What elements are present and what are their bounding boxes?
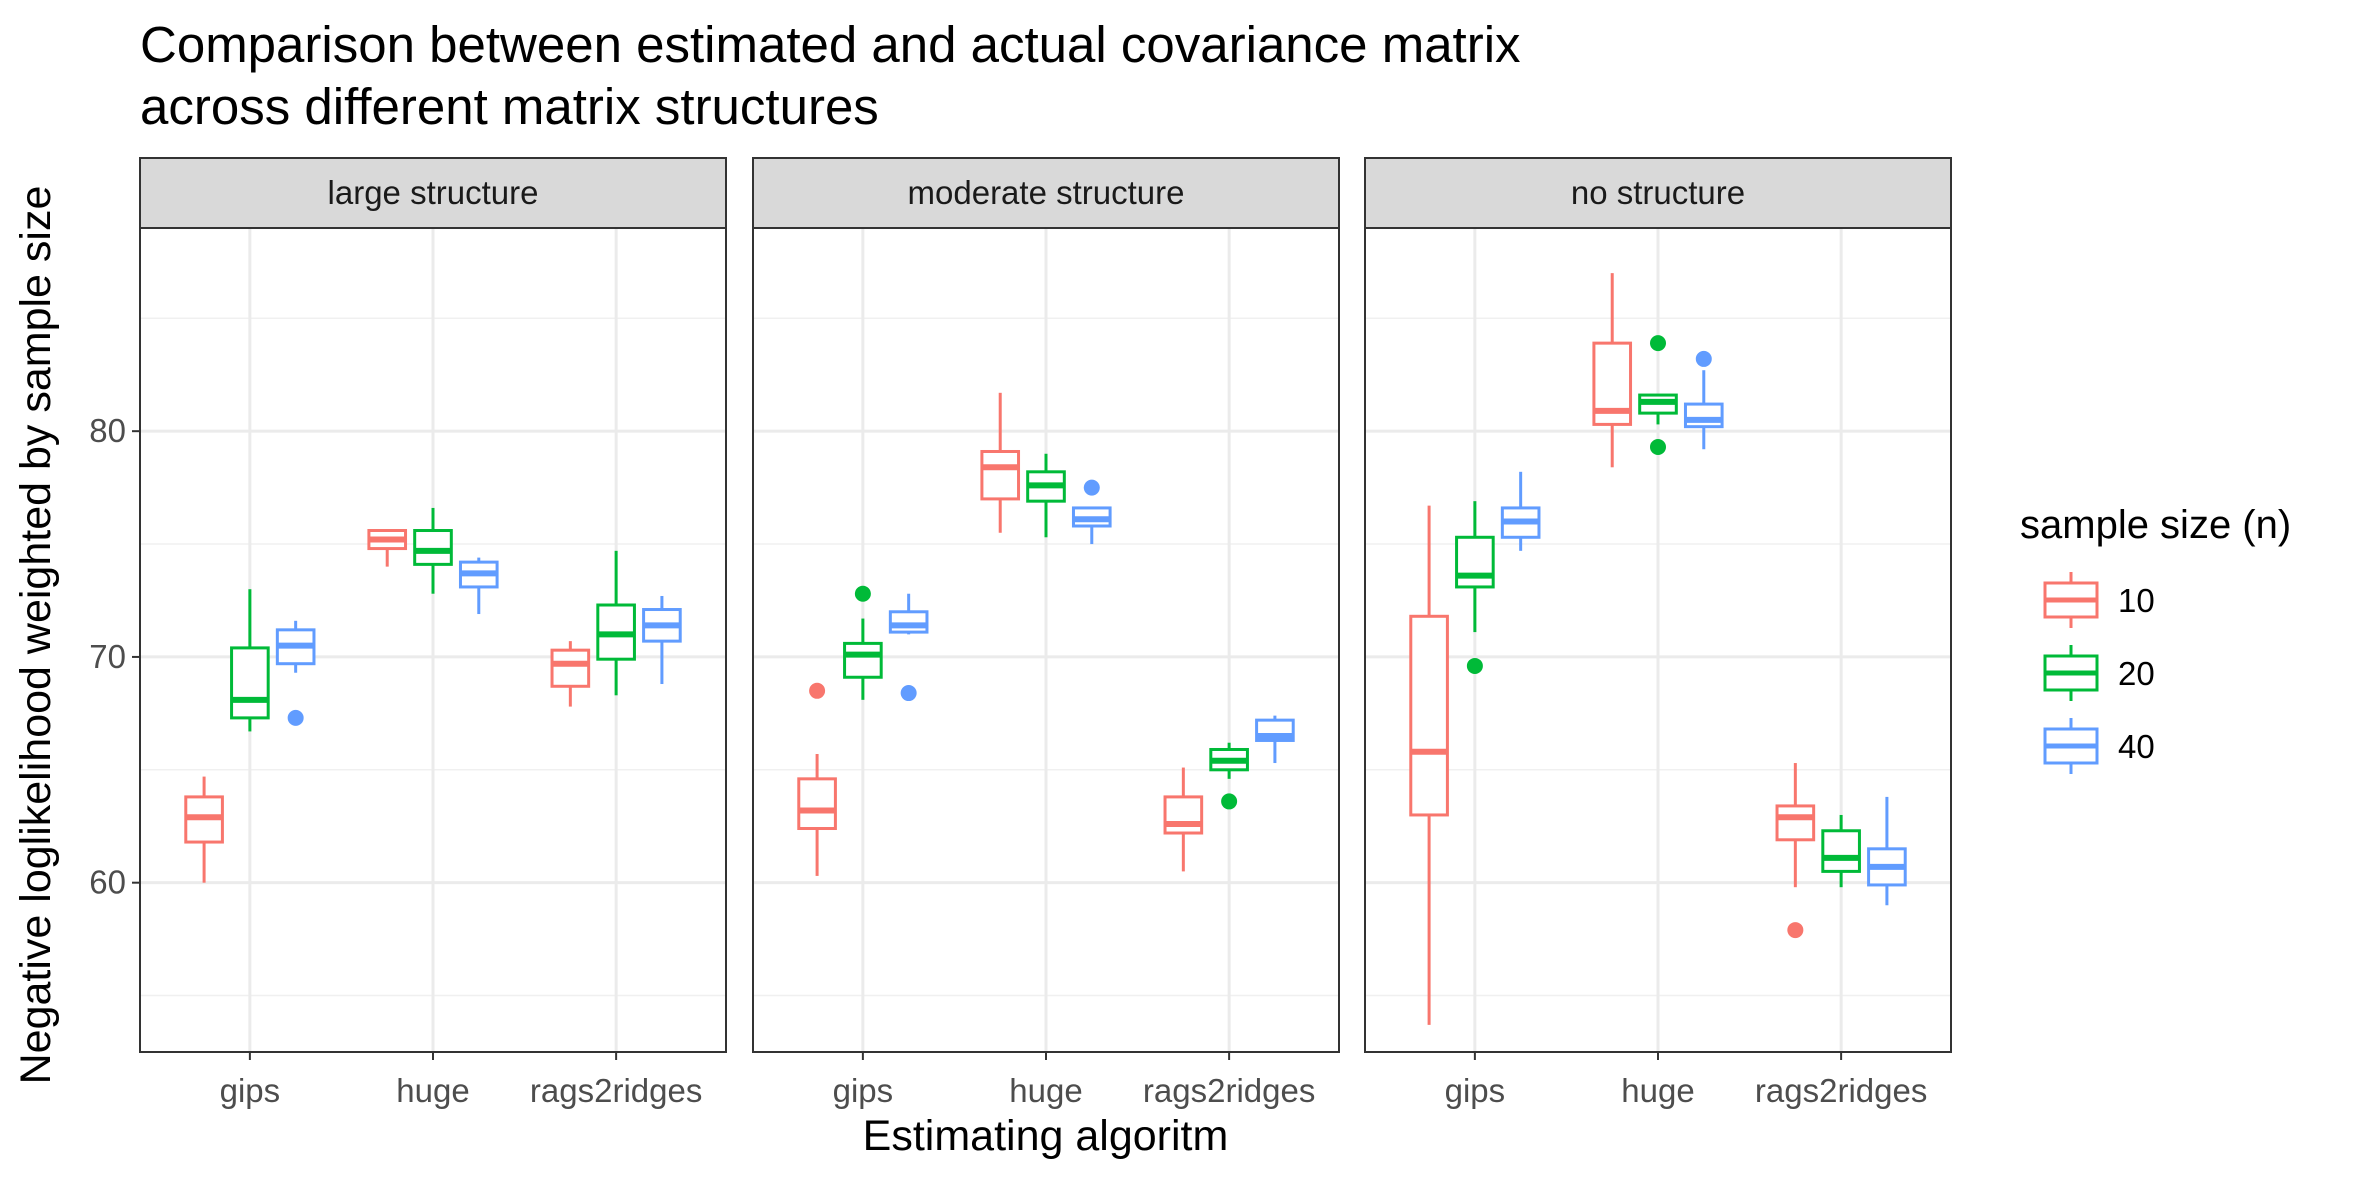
x-tick-label: rags2ridges: [1755, 1072, 1927, 1109]
box: [888, 610, 929, 634]
legend-key: [2043, 645, 2099, 701]
boxplot-group: [1255, 715, 1295, 764]
outlier-point: [900, 685, 917, 702]
outlier-point: [1787, 922, 1804, 939]
boxplot-group: [642, 595, 682, 685]
box: [1821, 829, 1861, 873]
legend-key: [2043, 572, 2099, 628]
boxplot-group: [797, 682, 837, 876]
outlier-point: [1695, 350, 1712, 367]
x-tick-label: rags2ridges: [530, 1072, 702, 1109]
boxplot-group: [1683, 350, 1724, 450]
boxplot-group: [1821, 814, 1861, 888]
x-axis-title: Estimating algoritm: [863, 1112, 1229, 1160]
boxplot-group: [888, 593, 929, 702]
boxplot-group: [1163, 767, 1204, 872]
outlier-point: [854, 585, 871, 602]
boxplot-group: [1071, 479, 1112, 545]
boxplot-group: [980, 392, 1021, 533]
x-tick-label: gips: [220, 1072, 281, 1109]
boxplot-group: [1592, 273, 1633, 468]
boxplot-group: [1209, 742, 1249, 810]
x-tick-label: huge: [1621, 1072, 1694, 1109]
facet-strip: [1364, 157, 1952, 229]
box: [413, 529, 453, 566]
outlier-point: [1650, 335, 1666, 352]
outlier-point: [287, 709, 304, 726]
outlier-point: [1221, 793, 1238, 810]
box: [797, 777, 837, 831]
boxplot-group: [1775, 763, 1816, 939]
chart-title: Comparison between estimated and actual …: [140, 14, 1521, 138]
outlier-point: [1083, 479, 1100, 496]
boxplot-group: [413, 507, 453, 594]
facet-label: large structure: [328, 174, 539, 211]
boxplot-group: [550, 641, 591, 707]
y-tick-label: 70: [89, 638, 126, 675]
y-tick-label: 80: [89, 412, 126, 449]
chart-title-line-1: Comparison between estimated and actual …: [140, 16, 1521, 73]
box: [1409, 614, 1449, 817]
x-tick-label: huge: [1009, 1072, 1082, 1109]
boxplot-group: [596, 550, 636, 696]
facet-label: moderate structure: [908, 174, 1185, 211]
box: [1163, 795, 1204, 835]
boxplot-group: [1638, 335, 1678, 455]
boxplot-group: [230, 589, 270, 732]
boxplot-group: [1867, 796, 1907, 906]
legend-label: 20: [2118, 655, 2155, 692]
boxplot-group: [843, 585, 883, 700]
facet-panel: no structure gips huge rags2ridges: [1364, 157, 1952, 1109]
boxplot-group: [367, 529, 408, 567]
facet-label: no structure: [1571, 174, 1745, 211]
legend-label: 40: [2118, 728, 2155, 765]
x-tick-label: rags2ridges: [1143, 1072, 1315, 1109]
box: [1775, 804, 1816, 842]
y-axis-title: Negative loglikelihood weighted by sampl…: [12, 186, 60, 1085]
legend-label: 10: [2118, 582, 2155, 619]
outlier-point: [1650, 438, 1666, 455]
boxplot-group: [1026, 453, 1066, 538]
box: [980, 449, 1021, 501]
outlier-point: [1466, 657, 1483, 674]
outlier-point: [809, 682, 826, 699]
x-tick-label: gips: [833, 1072, 894, 1109]
boxplot-group: [1455, 501, 1495, 674]
legend-title: sample size (n): [2020, 503, 2291, 547]
box: [843, 641, 883, 679]
boxplot-group: [184, 776, 224, 883]
boxplot-group: [1409, 505, 1449, 1025]
box: [230, 646, 270, 720]
facet-panel: moderate structure gips huge rags2ridges: [752, 157, 1340, 1109]
box: [1455, 535, 1495, 589]
x-tick-label: gips: [1445, 1072, 1506, 1109]
facet-strip: [752, 157, 1340, 229]
box: [550, 648, 591, 688]
facet-panel: large structure gips huge rags2ridges: [139, 157, 727, 1109]
boxplot-group: [1500, 471, 1541, 551]
legend: sample size (n) 10 20 40: [2020, 503, 2291, 774]
boxplot-group: [275, 620, 316, 726]
y-tick-label: 60: [89, 864, 126, 901]
box: [1683, 402, 1724, 429]
x-tick-label: huge: [396, 1072, 469, 1109]
chart-title-line-2: across different matrix structures: [140, 78, 879, 135]
legend-key: [2043, 718, 2099, 774]
boxplot-group: [458, 557, 499, 615]
